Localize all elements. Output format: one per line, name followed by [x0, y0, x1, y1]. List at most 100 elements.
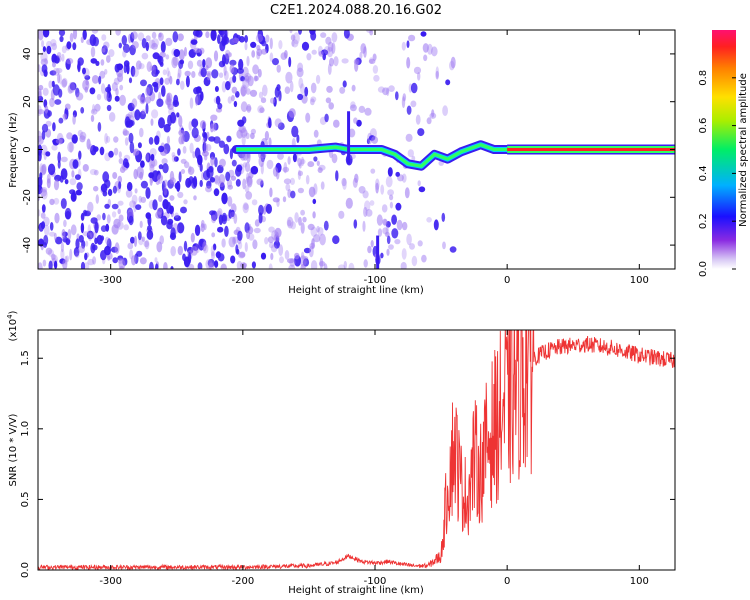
spectrogram-cell	[268, 137, 272, 148]
spectrogram-cell	[159, 235, 164, 245]
spectrogram-cell	[159, 77, 164, 86]
spectrogram-cell	[260, 162, 264, 175]
spectrogram-cell	[38, 176, 43, 188]
spectrogram-cell	[158, 117, 165, 129]
spectrogram-cell	[87, 258, 95, 266]
spectrogram-cell	[376, 214, 383, 226]
spectrogram-cell	[94, 237, 98, 245]
spectrogram-cell	[235, 179, 241, 187]
spectrogram-cell	[125, 189, 133, 198]
spectrogram-cell	[41, 123, 49, 133]
spectrogram-cell	[108, 49, 115, 58]
spectrogram-cell	[50, 39, 57, 47]
spectrogram-cell	[316, 225, 320, 233]
spectrogram-cell	[342, 80, 347, 88]
spectrogram-cell	[170, 227, 176, 239]
spectrogram-cell	[195, 86, 202, 94]
spectrogram-cell	[221, 238, 226, 248]
spectrogram-cell	[41, 130, 46, 140]
spectrogram-cell	[313, 183, 318, 195]
spectrogram-cell	[227, 52, 232, 58]
spectrogram-cell	[105, 236, 110, 245]
spectrogram-cell	[214, 175, 220, 184]
spectrogram-cell	[223, 64, 227, 76]
spectrogram-cell	[41, 163, 47, 175]
spectrogram-cell	[246, 230, 251, 240]
spectrogram-cell	[382, 218, 388, 226]
spectrogram-cell	[333, 56, 339, 67]
spectrogram-cell	[302, 258, 310, 267]
spectrogram-cell	[139, 127, 144, 138]
spectrogram-cell	[66, 41, 72, 50]
spectrogram-cell	[343, 30, 350, 39]
spectrogram-cell	[80, 36, 84, 43]
spectrogram-cell	[113, 136, 119, 143]
spectrogram-cell	[154, 257, 158, 263]
spectrogram-cell	[46, 45, 52, 55]
spectrogram-cell	[300, 83, 305, 95]
spectrogram-cell	[242, 78, 250, 89]
spectrogram-cell	[269, 187, 273, 198]
spectrogram-cell	[39, 163, 44, 175]
spectrogram-cell	[213, 122, 219, 131]
spectrogram-cell	[208, 165, 214, 173]
spectrogram-cell	[291, 125, 299, 138]
spectrogram-cell	[190, 246, 198, 256]
spectrogram-cell	[82, 231, 90, 237]
spectrogram-cell	[219, 158, 226, 168]
spectrogram-cell	[402, 221, 408, 231]
spectrogram-cell	[86, 230, 94, 240]
spectrogram-cell	[152, 52, 160, 60]
spectrogram-cell	[244, 42, 248, 51]
spectrogram-cell	[139, 257, 147, 265]
spectrogram-cell	[301, 41, 310, 51]
spectrogram-cell	[72, 114, 76, 125]
spectrogram-cell	[312, 198, 317, 205]
spectrogram-cell	[162, 163, 169, 174]
spectrogram-cell	[174, 182, 180, 190]
spectrogram-cell	[50, 253, 56, 261]
spectrogram-cell	[145, 35, 151, 42]
spectrogram-cell	[212, 243, 217, 251]
spectrogram-cell	[325, 97, 332, 104]
spectrogram-cell	[345, 197, 353, 209]
spectrogram-cell	[178, 49, 185, 61]
spectrogram-cell	[158, 32, 162, 38]
spectrogram-cell	[177, 191, 184, 199]
spectrogram-cell	[154, 135, 160, 145]
spectrogram-cell	[389, 194, 394, 201]
spectrogram-cell	[156, 207, 163, 215]
spectrogram-cell	[211, 232, 216, 238]
spectrogram-cell	[251, 199, 258, 206]
spectrogram-cell	[445, 79, 451, 86]
spectrogram-cell	[99, 146, 105, 156]
spectrogram-cell	[408, 34, 416, 42]
spectrogram-cell	[313, 156, 318, 162]
spectrogram-cell	[139, 220, 143, 228]
spectrogram-cell	[316, 160, 320, 166]
spectrogram-cell	[41, 187, 48, 193]
spectrogram-cell	[106, 92, 112, 102]
spectrogram-cell	[101, 47, 106, 53]
spectrogram-cell	[276, 64, 281, 73]
spectrogram-cell	[211, 69, 219, 79]
spectrogram-cell	[128, 215, 134, 226]
spectrogram-cell	[221, 192, 228, 205]
spectrogram-cell	[89, 34, 97, 47]
spectrogram-cell	[238, 241, 243, 250]
spectrogram-cell	[77, 129, 83, 137]
spectrogram-cell	[333, 119, 340, 128]
spectrogram-cell	[250, 41, 257, 49]
spectrogram-cell	[117, 175, 123, 184]
spectrogram-cell	[285, 183, 291, 192]
x-tick-label: 0	[504, 275, 510, 286]
spectrogram-cell	[70, 224, 77, 236]
spectrogram-cell	[265, 34, 270, 43]
snr-plot-area	[38, 330, 675, 570]
spectrogram-cell	[52, 67, 60, 76]
spectrogram-cell	[188, 252, 192, 264]
spectrogram-cell	[201, 150, 209, 157]
spectrogram-cell	[290, 177, 295, 185]
spectrogram-cell	[257, 30, 264, 41]
spectrogram-cell	[235, 244, 239, 254]
